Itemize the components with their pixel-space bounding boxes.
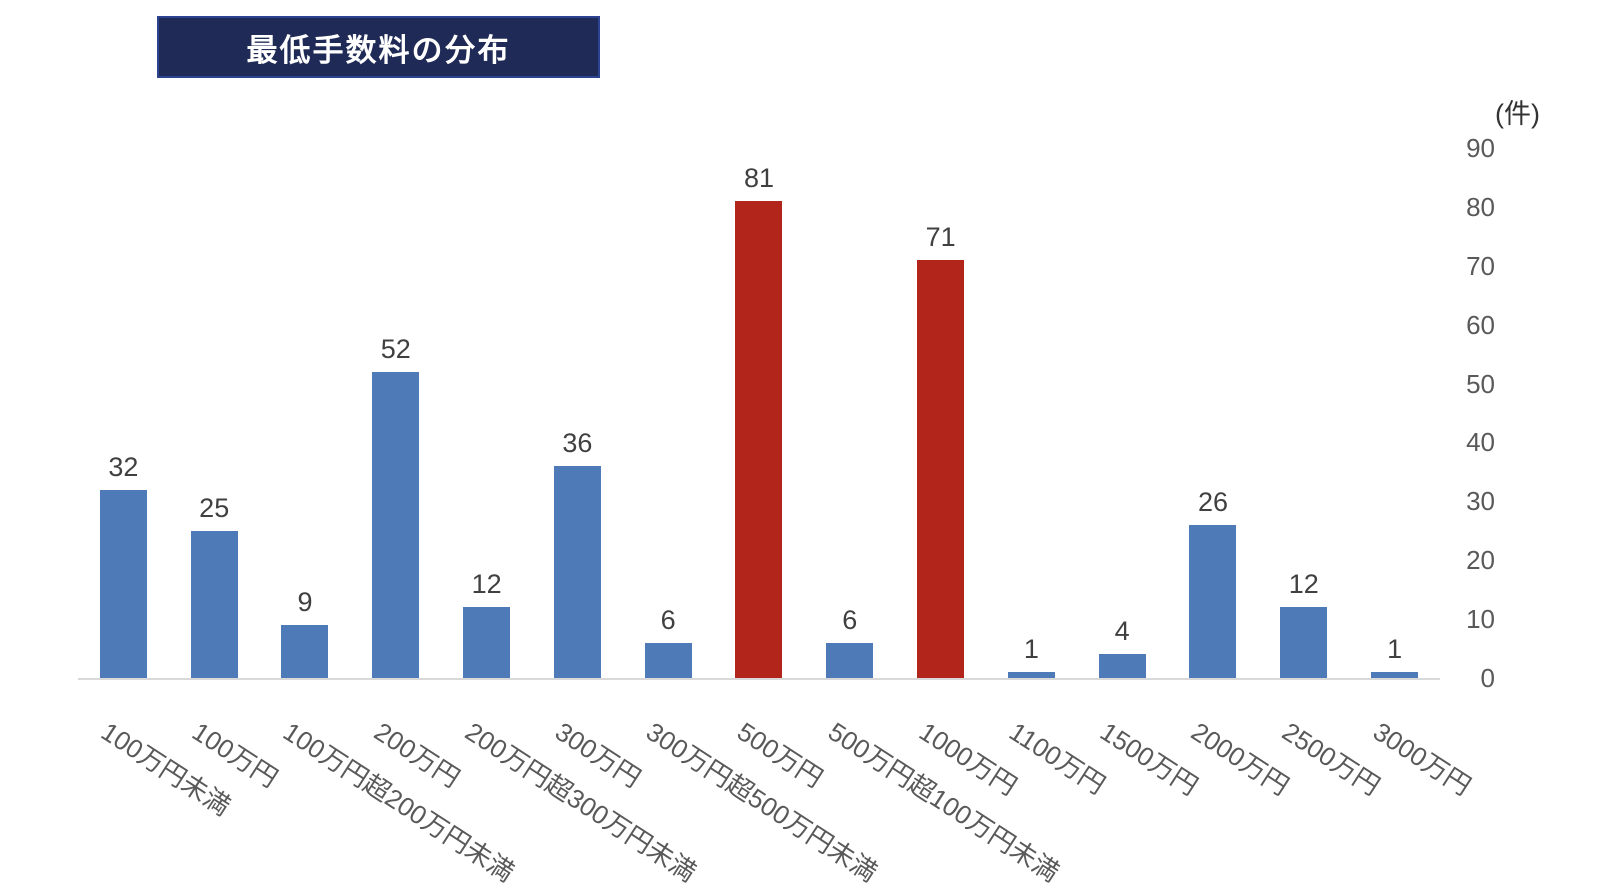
- y-axis-tick: 10: [1466, 604, 1495, 635]
- bar-value-label: 26: [1197, 486, 1229, 517]
- bar: [1007, 672, 1055, 678]
- bar: [917, 259, 965, 678]
- y-axis-tick: 40: [1466, 427, 1495, 458]
- bar-value-label: 25: [199, 492, 230, 523]
- bar: [1189, 524, 1237, 678]
- bar-value-label: 6: [660, 604, 676, 635]
- bar-value-label: 9: [297, 587, 313, 617]
- y-axis-unit-label: (件): [1495, 99, 1540, 129]
- bar: [463, 607, 511, 678]
- bar-slot: 1: [1349, 148, 1440, 678]
- x-axis-label: 3000万円: [1367, 716, 1476, 802]
- y-axis-tick: 0: [1480, 663, 1495, 693]
- x-axis-label: 2000万円: [1185, 716, 1295, 802]
- bar: [1280, 607, 1328, 678]
- bar-value-label: 1: [1387, 634, 1403, 665]
- y-axis-tick: 70: [1466, 250, 1495, 281]
- x-axis-label: 2500万円: [1276, 716, 1386, 802]
- bar-value-label: 12: [1288, 569, 1319, 600]
- bar-value-label: 12: [471, 569, 502, 600]
- bar-value-label: 1: [1023, 634, 1039, 665]
- bar: [1098, 654, 1146, 678]
- y-axis-tick: 80: [1466, 191, 1495, 222]
- bar: [190, 530, 238, 678]
- bar-value-label: 4: [1114, 616, 1130, 647]
- bar-slot: 26: [1168, 148, 1259, 678]
- bar-slot: 25: [169, 148, 260, 678]
- bar-slot: 52: [350, 148, 441, 678]
- bar-value-label: 52: [380, 333, 411, 364]
- bar-slot: 71: [895, 148, 986, 678]
- bar-slot: 81: [714, 148, 805, 678]
- bar-slot: 6: [804, 148, 895, 678]
- bar: [735, 201, 783, 678]
- y-axis: 0 10 20 30 40 50 60 70 80 90: [1420, 133, 1495, 693]
- bar: [281, 625, 329, 678]
- bar-slot: 36: [532, 148, 623, 678]
- chart-title-text: 最低手数料の分布: [246, 32, 511, 68]
- bar: [553, 466, 601, 678]
- bar: [1371, 672, 1419, 678]
- x-axis-labels: 100万円未満 100万円 100万円超200万円未満 200万円 200万円超300万…: [78, 690, 1476, 888]
- chart-title: 最低手数料の分布: [157, 16, 600, 78]
- bar-value-label: 32: [108, 451, 139, 482]
- bar-slot: 4: [1077, 148, 1168, 678]
- plot-area: 32 25 9 52 12 36 6 81 6 71 1 4 26 12 1: [78, 148, 1440, 680]
- y-axis-tick: 90: [1466, 133, 1495, 163]
- bar-slot: 6: [623, 148, 714, 678]
- bar-slot: 1: [986, 148, 1077, 678]
- bar-value-label: 6: [842, 604, 858, 635]
- bar: [372, 371, 420, 678]
- x-axis-label: 1100万円: [1004, 716, 1112, 801]
- bar: [826, 642, 874, 678]
- bar: [644, 642, 692, 678]
- bar: [99, 489, 147, 678]
- y-axis-tick: 30: [1466, 486, 1495, 517]
- y-axis-tick: 60: [1466, 309, 1495, 340]
- bar-slot: 9: [260, 148, 351, 678]
- x-axis-label: 1500万円: [1095, 716, 1204, 802]
- bar-slot: 12: [1258, 148, 1349, 678]
- bar-value-label: 81: [743, 163, 775, 193]
- bar-value-label: 36: [562, 428, 593, 458]
- bar-slot: 12: [441, 148, 532, 678]
- bar-slot: 32: [78, 148, 169, 678]
- y-axis-tick: 50: [1466, 368, 1495, 399]
- bar-value-label: 71: [925, 221, 956, 252]
- y-axis-tick: 20: [1466, 545, 1495, 576]
- x-axis-line: [78, 678, 1440, 680]
